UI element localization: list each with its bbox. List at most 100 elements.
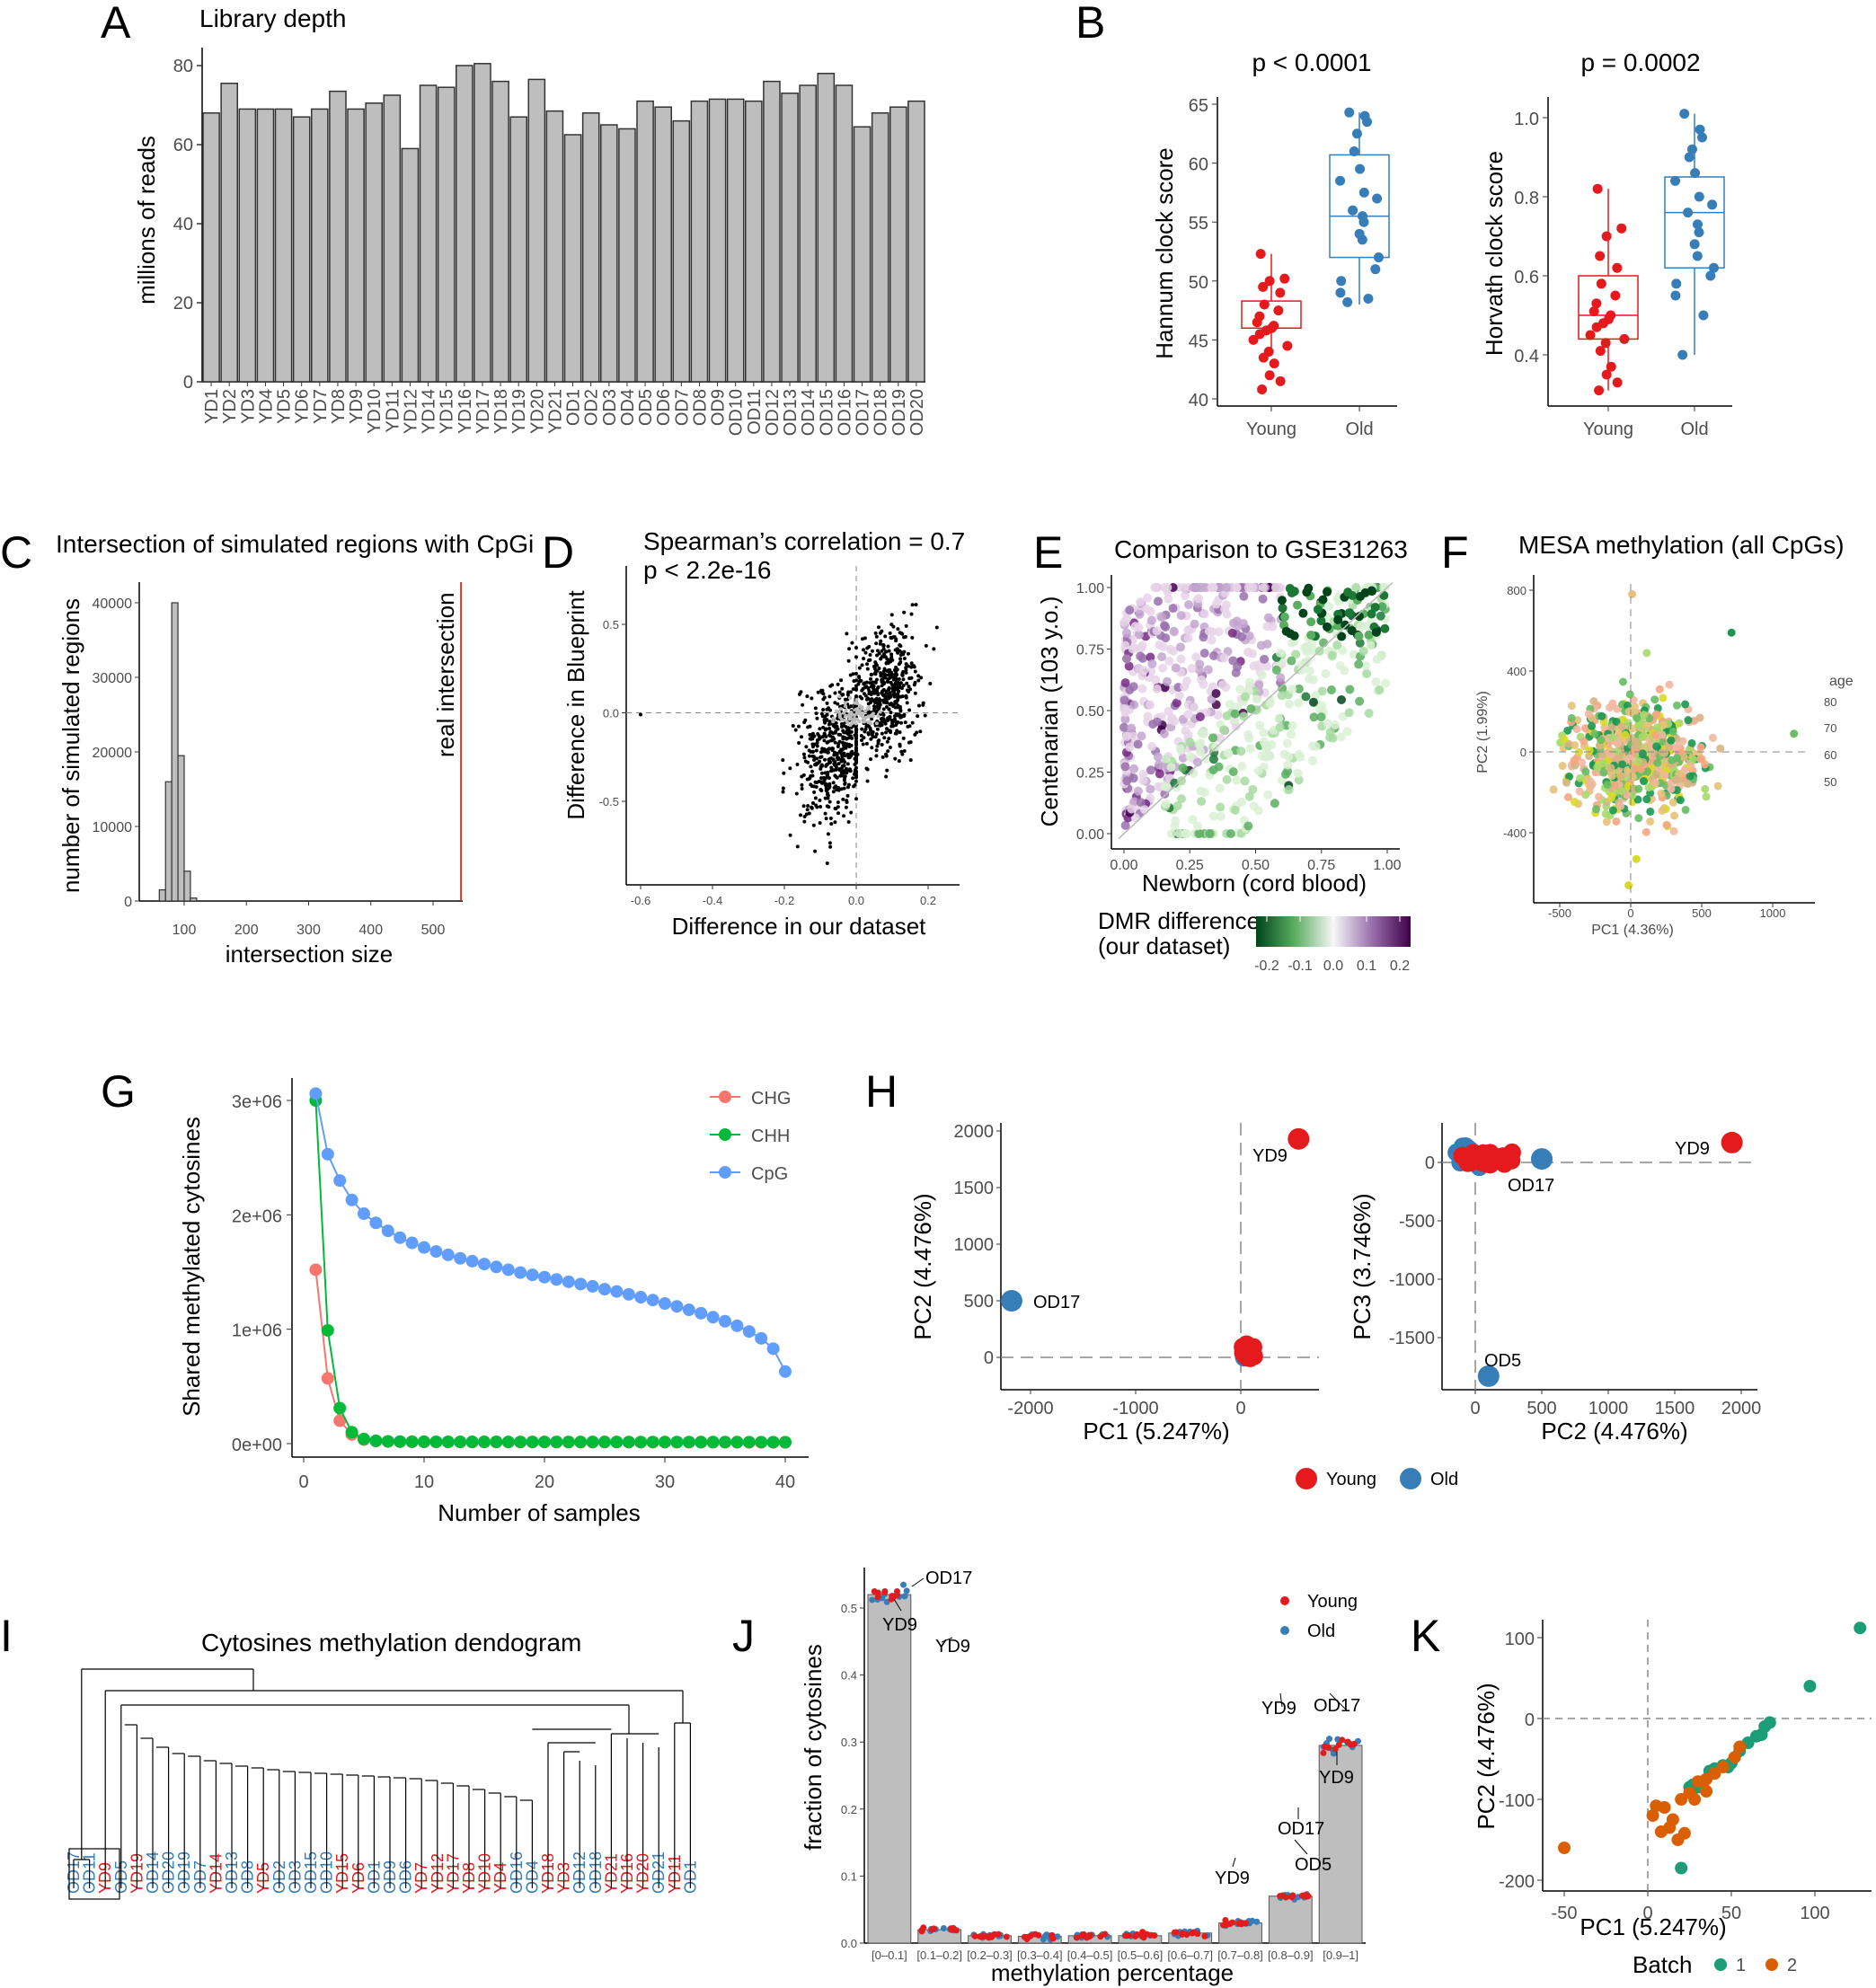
panel-h2-ylabel: PC3 (3.746%): [1349, 1193, 1376, 1339]
panel-g-xtick-label: 10: [414, 1472, 434, 1492]
panel-d-point: [806, 803, 810, 808]
panel-d-point-grey: [843, 701, 847, 705]
panel-d-point: [893, 682, 898, 686]
panel-f-point: [1563, 792, 1572, 801]
panel-d-point: [823, 796, 827, 800]
panel-b2-point: [1596, 278, 1606, 289]
panel-e-point-purple: [1169, 646, 1179, 656]
panel-e-point-green: [1285, 699, 1295, 709]
panel-f-point: [1592, 805, 1601, 814]
panel-a-bar: [256, 108, 275, 383]
panel-f-point: [1650, 778, 1659, 787]
panel-b2-point: [1707, 199, 1718, 210]
panel-e-point-green: [1248, 784, 1258, 794]
panel-g-point-chh: [610, 1436, 624, 1449]
panel-g-point-chh: [321, 1323, 334, 1337]
panel-d-point: [898, 730, 902, 735]
panel-a-bar: [202, 112, 220, 383]
panel-b2-point: [1588, 306, 1599, 317]
panel-d-point: [890, 724, 895, 729]
panel-f-point: [1642, 649, 1651, 658]
panel-e-point-green: [1337, 632, 1347, 641]
panel-f-point: [1634, 814, 1643, 823]
panel-f-point: [1597, 736, 1606, 745]
panel-f-point: [1565, 773, 1574, 782]
panel-b2-point: [1670, 290, 1681, 301]
panel-d-point: [869, 728, 873, 732]
panel-e-point-purple: [1137, 642, 1146, 652]
panel-e-point-green: [1230, 709, 1240, 719]
panel-f-point: [1603, 781, 1612, 790]
panel-h2-xtick-label: 500: [1526, 1399, 1556, 1418]
panel-e-point-purple: [1216, 583, 1226, 592]
panel-b2-point: [1591, 322, 1602, 332]
panel-e-point-green: [1354, 659, 1364, 669]
panel-e-point-purple: [1189, 583, 1199, 592]
panel-d-point: [826, 773, 830, 777]
panel-k-point-batch-2: [1675, 1793, 1688, 1806]
panel-a-bar: [456, 65, 473, 383]
panel-e-point-purple: [1128, 644, 1137, 654]
panel-f-point: [1588, 721, 1597, 730]
panel-e-point-purple: [1243, 583, 1253, 592]
panel-d-point: [932, 647, 936, 651]
panel-b2-point: [1595, 346, 1606, 357]
panel-a-ytick-label: 20: [173, 294, 193, 314]
panel-a-bar: [690, 100, 709, 383]
panel-d-point: [845, 632, 849, 636]
panel-d-point: [809, 737, 813, 741]
panel-a-xtick-label: YD19: [509, 389, 529, 434]
panel-e-point-purple: [1146, 784, 1155, 794]
panel-d-point: [880, 719, 885, 723]
panel-d-point: [893, 756, 898, 761]
panel-d-point: [802, 819, 807, 824]
panel-d-point: [828, 816, 833, 820]
panel-f-point: [1617, 786, 1626, 795]
panel-g-legend-key: [719, 1166, 731, 1179]
panel-d-point: [898, 707, 903, 711]
panel-d-point: [902, 712, 907, 717]
panel-a-xtick-label: OD17: [854, 389, 873, 436]
panel-a-xtick-label: YD3: [238, 389, 258, 424]
panel-e-point-green: [1294, 684, 1304, 694]
panel-f-point: [1676, 796, 1685, 805]
panel-e-point-green: [1279, 612, 1289, 622]
panel-d-ytick-label: -0.5: [599, 795, 619, 808]
panel-g-point-chh: [369, 1434, 383, 1447]
panel-f-ytick-label: 800: [1507, 584, 1526, 597]
panel-e-point-purple: [1138, 775, 1148, 785]
panel-e-point-purple: [1139, 805, 1149, 815]
panel-e-point-purple: [1143, 711, 1153, 721]
panel-e-point-green: [1321, 668, 1331, 678]
panel-g-ytick-label: 3e+06: [232, 1092, 282, 1112]
panel-d-point: [827, 720, 832, 724]
panel-d-point: [814, 748, 819, 753]
panel-e-point-green: [1263, 790, 1273, 800]
panel-j-point: [894, 1591, 901, 1598]
panel-a-xtick-label: YD12: [401, 389, 420, 434]
panel-f-point: [1618, 760, 1627, 769]
panel-d-point: [881, 700, 886, 704]
panel-d-point: [869, 692, 873, 696]
panel-g-legend-key: [719, 1091, 731, 1103]
panel-e-point-green: [1366, 641, 1376, 650]
panel-d-point: [880, 755, 885, 759]
panel-d-point: [782, 771, 786, 775]
panel-e-point-green: [1360, 588, 1370, 597]
panel-b2-point: [1684, 152, 1695, 163]
panel-d-point: [895, 729, 899, 733]
panel-d-point: [827, 722, 831, 727]
panel-f-point: [1602, 817, 1611, 826]
panel-d-point: [810, 769, 814, 773]
panel-d-point: [810, 805, 814, 809]
panel-f-point: [1563, 726, 1572, 735]
panel-d-point: [885, 700, 889, 704]
panel-d-point: [905, 681, 909, 685]
panel-a-xtick-label: OD19: [889, 389, 909, 436]
panel-k-legend-key-1: [1714, 1958, 1727, 1971]
panel-e-point-green: [1361, 660, 1371, 670]
panel-b2-point: [1595, 251, 1606, 261]
panel-f-point: [1642, 795, 1651, 804]
panel-j-xtick-label: [0–0.1]: [872, 1948, 907, 1962]
panel-c-histogram-bar: [171, 602, 179, 902]
